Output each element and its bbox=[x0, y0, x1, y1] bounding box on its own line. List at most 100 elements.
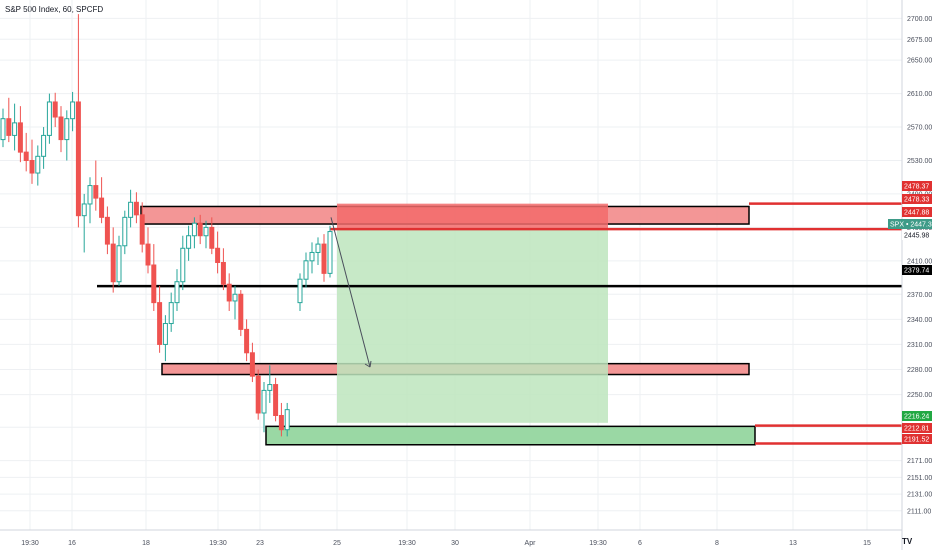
x-tick-label: 19:30 bbox=[589, 540, 607, 547]
x-tick-label: 19:30 bbox=[21, 540, 39, 547]
candle-body bbox=[41, 134, 47, 157]
candles bbox=[0, 14, 333, 437]
candle-body bbox=[29, 159, 35, 174]
price-label-box bbox=[902, 265, 932, 275]
zone-target bbox=[265, 425, 756, 446]
candle-body bbox=[284, 409, 290, 431]
x-tick-label: Apr bbox=[525, 540, 537, 547]
candle-body bbox=[58, 116, 64, 141]
price-label: 2191.52 bbox=[904, 437, 929, 444]
arrow-line bbox=[330, 217, 371, 368]
price-label-box bbox=[902, 423, 932, 433]
price-label: 2212.81 bbox=[904, 426, 929, 433]
candle-body bbox=[220, 261, 226, 285]
x-tick-label: 19:30 bbox=[209, 540, 227, 547]
zone-position-risk bbox=[337, 203, 608, 230]
candle-body bbox=[303, 260, 309, 280]
x-tick-label: 15 bbox=[863, 540, 871, 547]
candle-body bbox=[267, 384, 273, 391]
candle-body bbox=[139, 214, 145, 245]
candle-body bbox=[122, 216, 128, 247]
y-tick-label: 2570.00 bbox=[907, 125, 932, 132]
candle-body bbox=[297, 278, 303, 304]
y-tick-label: 2340.00 bbox=[907, 317, 932, 324]
candle-body bbox=[168, 302, 174, 325]
candle-body bbox=[180, 247, 186, 283]
price-label: 2216.24 bbox=[904, 414, 929, 421]
tradingview-logo-icon[interactable]: TV bbox=[902, 537, 913, 546]
y-tick-label: 2250.00 bbox=[907, 392, 932, 399]
price-label-box bbox=[902, 434, 932, 444]
candle-body bbox=[327, 231, 333, 274]
candle-body bbox=[309, 251, 315, 262]
y-tick-label: 2650.00 bbox=[907, 58, 932, 65]
price-label: 2478.37 bbox=[904, 184, 929, 191]
candle-body bbox=[232, 293, 238, 302]
candle-body bbox=[0, 118, 6, 141]
price-label: 2478.33 bbox=[904, 197, 929, 204]
candle-body bbox=[238, 293, 244, 330]
price-label-box bbox=[902, 411, 932, 421]
price-label-box bbox=[888, 219, 932, 229]
y-tick-label: 2610.00 bbox=[907, 91, 932, 98]
candle-body bbox=[278, 414, 284, 431]
candle-body bbox=[226, 283, 232, 302]
x-tick-label: 18 bbox=[142, 540, 150, 547]
candle-body bbox=[145, 243, 151, 266]
candle-body bbox=[116, 245, 122, 283]
x-tick-label: 23 bbox=[256, 540, 264, 547]
y-tick-label: 2131.00 bbox=[907, 492, 932, 499]
zones bbox=[140, 203, 756, 446]
candle-body bbox=[52, 101, 58, 118]
price-label-box bbox=[902, 207, 932, 217]
candle-body bbox=[255, 375, 261, 414]
candle-body bbox=[87, 185, 93, 205]
y-tick-label: 2675.00 bbox=[907, 37, 932, 44]
x-tick-label: 25 bbox=[333, 540, 341, 547]
x-tick-label: 30 bbox=[451, 540, 459, 547]
x-tick-label: 6 bbox=[638, 540, 642, 547]
price-label: 2445.98 bbox=[904, 233, 929, 240]
y-tick-label: 2111.00 bbox=[907, 508, 931, 515]
candle-body bbox=[203, 226, 209, 237]
candle-body bbox=[46, 101, 52, 136]
y-tick-label: 2171.00 bbox=[907, 458, 932, 465]
x-tick-label: 16 bbox=[68, 540, 76, 547]
x-tick-label: 19:30 bbox=[398, 540, 416, 547]
candle-body bbox=[35, 155, 41, 174]
y-tick-label: 2370.00 bbox=[907, 292, 932, 299]
chart-title: S&P 500 Index, 60, SPCFD bbox=[5, 5, 104, 14]
x-tick-label: 8 bbox=[715, 540, 719, 547]
candle-body bbox=[64, 118, 70, 141]
candle-body bbox=[321, 243, 327, 274]
candle-body bbox=[215, 247, 221, 263]
candle-body bbox=[249, 352, 255, 377]
y-tick-label: 2700.00 bbox=[907, 16, 932, 23]
price-labels: 2478.37 2478.33 2447.88 SPX • 2447.32 2445.9… bbox=[888, 181, 932, 444]
candle-body bbox=[151, 264, 157, 304]
price-label-box bbox=[902, 194, 932, 204]
price-label-box bbox=[902, 181, 932, 191]
candle-body bbox=[315, 243, 321, 253]
candle-body bbox=[70, 101, 76, 120]
candle-body bbox=[273, 384, 279, 416]
candle-body bbox=[197, 222, 203, 237]
candle-body bbox=[133, 201, 139, 216]
candle-body bbox=[110, 243, 116, 283]
y-tick-label: 2280.00 bbox=[907, 367, 932, 374]
arrow-head bbox=[364, 360, 372, 368]
y-tick-label: 2310.00 bbox=[907, 342, 932, 349]
candle-body bbox=[128, 201, 134, 218]
y-tick-label: 2151.00 bbox=[907, 475, 932, 482]
y-tick-label: 2530.00 bbox=[907, 158, 932, 165]
candle-body bbox=[17, 122, 23, 153]
zone-position-reward bbox=[337, 229, 608, 423]
candle-body bbox=[244, 328, 250, 354]
candle-body bbox=[157, 302, 163, 345]
candle-body bbox=[261, 389, 267, 414]
time-axis: 19:30 16 18 19:30 23 25 19:30 30 Apr 19:30 6 8 13 15 bbox=[0, 529, 902, 547]
candle-body bbox=[12, 122, 18, 136]
price-label: 2379.74 bbox=[904, 268, 929, 275]
price-label: 2447.88 bbox=[904, 210, 929, 217]
